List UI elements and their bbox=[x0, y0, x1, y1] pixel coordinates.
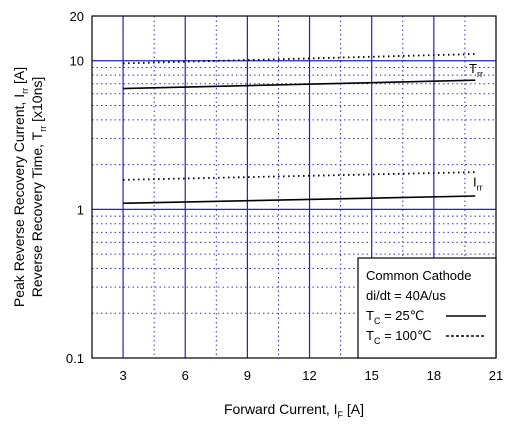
series-label-irr: Irr bbox=[473, 175, 483, 193]
x-axis-title: Forward Current, IF [A] bbox=[224, 401, 364, 420]
x-tick-label: 21 bbox=[489, 368, 503, 383]
y-tick-label: 20 bbox=[70, 9, 84, 24]
series-irr-25c-line bbox=[123, 195, 476, 205]
series-trr-25c-line bbox=[123, 79, 476, 90]
y-tick-label: 0.1 bbox=[66, 351, 84, 366]
legend-title: Common Cathode bbox=[366, 268, 472, 283]
legend-box bbox=[357, 257, 497, 359]
series-label-trr: Trr bbox=[469, 61, 483, 79]
tick-labels: 3 6 9 12 15 18 21 0.1 1 10 20 bbox=[66, 9, 503, 383]
x-tick-label: 3 bbox=[119, 368, 126, 383]
y-tick-label: 10 bbox=[70, 54, 84, 69]
curves: Trr Irr bbox=[123, 53, 483, 205]
plot-frame bbox=[91, 15, 497, 359]
axis-titles: Forward Current, IF [A] Peak Reverse Reco… bbox=[11, 67, 364, 420]
y-axis-title-1: Peak Reverse Recovery Current, Irr [A] bbox=[11, 67, 30, 307]
y-axis-title-2: Reverse Recovery Time, Trr [x10ns] bbox=[29, 77, 48, 298]
legend-entry-100c: TC = 100℃ bbox=[366, 328, 432, 346]
legend-condition: di/dt = 40A/us bbox=[366, 288, 446, 303]
x-tick-label: 12 bbox=[302, 368, 316, 383]
x-tick-label: 18 bbox=[427, 368, 441, 383]
series-irr-100c-line bbox=[123, 171, 476, 181]
legend-entry-25c: TC = 25℃ bbox=[366, 308, 424, 326]
x-tick-label: 15 bbox=[364, 368, 378, 383]
x-tick-label: 6 bbox=[182, 368, 189, 383]
x-tick-label: 9 bbox=[244, 368, 251, 383]
legend: Common Cathode di/dt = 40A/us TC = 25℃ TC =… bbox=[357, 257, 497, 359]
y-tick-label: 1 bbox=[77, 202, 84, 217]
series-trr-100c-line bbox=[123, 53, 476, 65]
